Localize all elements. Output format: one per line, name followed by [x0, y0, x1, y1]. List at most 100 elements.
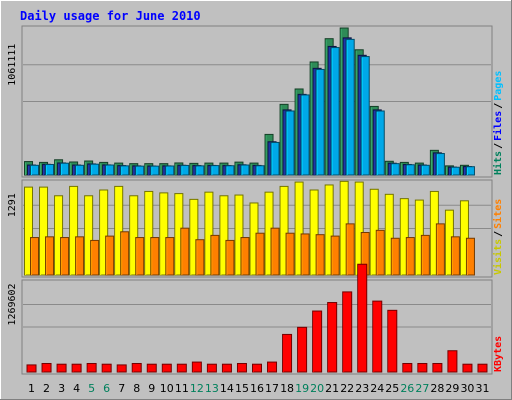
legend-pages: Pages	[493, 71, 504, 101]
x-tick-label-day-13: 13	[205, 382, 219, 395]
bar-visits-sites-sites-day-5	[90, 239, 100, 276]
bar-visits-sites-visits-day-20	[309, 189, 319, 276]
legend-text: Visits / Sites	[492, 199, 504, 275]
bar-hits-files-pages-pages-day-5	[90, 163, 100, 176]
legend-hits: Hits	[492, 151, 504, 175]
bar-hits-files-pages-pages-day-16	[255, 165, 265, 176]
bar-visits-sites-sites-day-17	[270, 227, 280, 276]
bar-visits-sites-sites-day-9	[150, 237, 160, 276]
x-tick-label-day-7: 7	[118, 382, 125, 395]
bar-hits-files-pages-pages-day-18	[285, 110, 295, 176]
bar-kbytes-kbytes-day-5	[86, 362, 97, 373]
bar-kbytes-kbytes-day-25	[387, 309, 398, 373]
bar-kbytes-kbytes-day-24	[372, 300, 383, 373]
legend-separator: /	[493, 231, 504, 237]
bar-hits-files-pages-pages-day-22	[345, 38, 355, 176]
panel-hits-files-pages: 1061111 Hits / Files / Pages	[7, 25, 504, 178]
bar-kbytes-kbytes-day-31	[477, 363, 488, 373]
bar-hits-files-pages-pages-day-17	[270, 141, 280, 176]
bar-kbytes-kbytes-day-12	[191, 361, 202, 373]
x-tick-label-day-15: 15	[235, 382, 249, 395]
bar-kbytes-kbytes-day-29	[447, 350, 458, 373]
x-tick-label-day-28: 28	[430, 382, 444, 395]
x-tick-label-day-19: 19	[295, 382, 309, 395]
bar-visits-sites-sites-day-13	[210, 234, 220, 276]
x-tick-label-day-3: 3	[58, 382, 65, 395]
x-tick-label-day-2: 2	[43, 382, 50, 395]
bar-visits-sites-sites-day-3	[60, 237, 70, 276]
panel-visits-sites: 1291 Visits / Sites	[7, 179, 504, 278]
bar-visits-sites-sites-day-28	[435, 223, 445, 276]
bar-kbytes-kbytes-day-27	[417, 362, 428, 373]
bar-hits-files-pages-pages-day-3	[60, 162, 70, 176]
x-tick-label-day-18: 18	[280, 382, 294, 395]
bar-visits-sites-sites-day-19	[300, 233, 310, 276]
bar-visits-sites-sites-day-16	[255, 232, 265, 276]
bar-kbytes-kbytes-day-30	[462, 363, 473, 373]
bar-visits-sites-visits-day-21	[324, 184, 334, 276]
bar-kbytes-kbytes-day-17	[267, 361, 278, 373]
bar-hits-files-pages-pages-day-30	[465, 166, 475, 176]
bar-hits-files-pages-pages-day-4	[75, 164, 85, 176]
bar-hits-files-pages-pages-day-20	[315, 68, 325, 176]
bar-visits-sites-sites-day-24	[375, 229, 385, 276]
bar-kbytes-kbytes-day-15	[236, 362, 247, 373]
x-tick-label-day-26: 26	[400, 382, 414, 395]
bar-visits-sites-visits-day-4	[69, 185, 79, 276]
x-tick-label-day-11: 11	[175, 382, 189, 395]
x-tick-label-day-23: 23	[355, 382, 369, 395]
bar-kbytes-kbytes-day-19	[297, 326, 308, 373]
bar-kbytes-kbytes-day-1	[26, 364, 37, 373]
legend-visits: Visits	[492, 239, 504, 275]
bar-visits-sites-visits-day-1	[24, 186, 34, 276]
x-tick-label-day-12: 12	[190, 382, 204, 395]
bar-hits-files-pages-pages-day-19	[300, 94, 310, 176]
bar-visits-sites-visits-day-10	[159, 192, 169, 276]
bar-visits-sites-visits-day-2	[39, 186, 49, 276]
bar-hits-files-pages-pages-day-26	[405, 164, 415, 176]
bar-kbytes-kbytes-day-13	[206, 363, 217, 373]
bar-hits-files-pages-pages-day-8	[135, 165, 145, 176]
bar-hits-files-pages-pages-day-28	[435, 153, 445, 176]
bar-visits-sites-sites-day-30	[465, 237, 475, 276]
bar-visits-sites-sites-day-29	[450, 236, 460, 276]
bar-kbytes-kbytes-day-8	[131, 362, 142, 373]
bar-kbytes-kbytes-day-2	[41, 362, 52, 373]
x-tick-label-day-10: 10	[160, 382, 174, 395]
legend-sites: Sites	[492, 199, 504, 229]
bar-visits-sites-sites-day-20	[315, 234, 325, 276]
legend-separator: /	[493, 143, 504, 149]
bar-hits-files-pages-pages-day-23	[360, 56, 370, 176]
x-tick-label-day-1: 1	[28, 382, 35, 395]
x-tick-label-day-17: 17	[265, 382, 279, 395]
x-tick-label-day-5: 5	[88, 382, 95, 395]
bar-visits-sites-visits-day-9	[144, 190, 154, 276]
bar-hits-files-pages-pages-day-2	[45, 163, 55, 176]
bar-kbytes-kbytes-day-3	[56, 363, 67, 373]
bar-kbytes-kbytes-day-4	[71, 363, 82, 373]
bar-visits-sites-visits-day-25	[384, 193, 394, 276]
bar-kbytes-kbytes-day-26	[402, 362, 413, 373]
x-tick-label-day-22: 22	[340, 382, 354, 395]
bar-hits-files-pages-pages-day-10	[165, 165, 175, 176]
bar-kbytes-kbytes-day-21	[327, 302, 338, 373]
bar-visits-sites-visits-day-26	[399, 198, 409, 276]
bar-visits-sites-sites-day-7	[120, 231, 130, 276]
bar-hits-files-pages-pages-day-12	[195, 165, 205, 176]
bar-hits-files-pages-pages-day-24	[375, 110, 385, 176]
bar-visits-sites-sites-day-15	[240, 237, 250, 276]
bar-visits-sites-visits-day-8	[129, 195, 139, 276]
x-tick-label-day-30: 30	[460, 382, 474, 395]
bar-visits-sites-sites-day-12	[195, 239, 205, 276]
x-tick-label-day-31: 31	[475, 382, 489, 395]
panel-scale-label: 1291	[7, 193, 18, 217]
bar-visits-sites-sites-day-21	[330, 235, 340, 276]
x-axis: 1 2 3 4 5 6 7 8 9 10 11 12 13 14 15 16 17 18 19 20 21 22 23 24 2…	[28, 382, 489, 395]
bar-visits-sites-visits-day-13	[204, 191, 214, 276]
bar-visits-sites-visits-day-5	[84, 195, 94, 276]
bar-visits-sites-visits-day-19	[294, 181, 304, 276]
bar-visits-sites-visits-day-7	[114, 185, 124, 276]
chart-panels: 1061111Hits/Files/Pages1291Visits/Sites1…	[7, 25, 504, 375]
x-tick-label-day-20: 20	[310, 382, 324, 395]
